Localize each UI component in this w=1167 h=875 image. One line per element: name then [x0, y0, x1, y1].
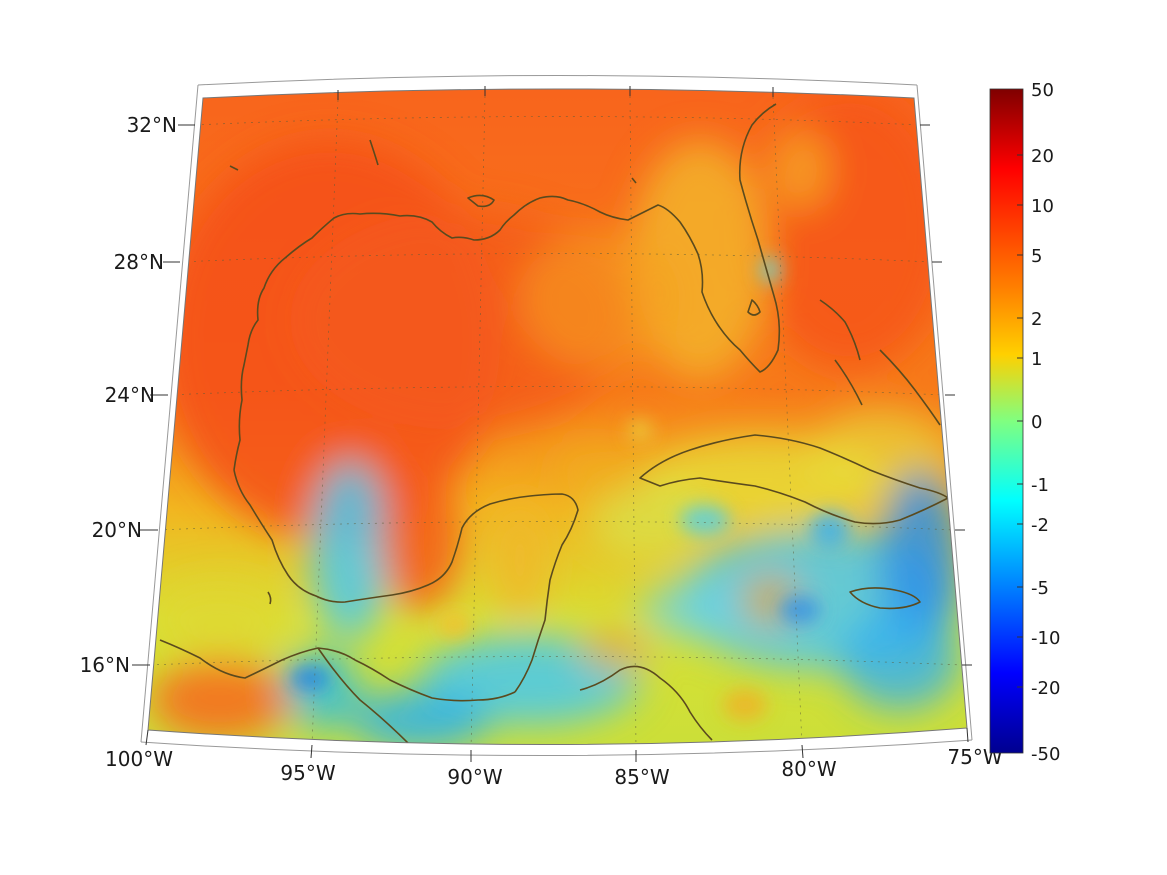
lon-label-80w: 80°W — [781, 757, 836, 781]
graticule — [149, 95, 963, 745]
axis-ticks — [132, 86, 972, 762]
colorbar-label: -50 — [1031, 744, 1060, 765]
colorbar-label: -2 — [1031, 515, 1049, 536]
colorbar-tick-labels: 50 20 10 5 2 1 0 -1 -2 -5 -10 -20 -50 — [1031, 80, 1060, 765]
map-frame — [140, 75, 973, 757]
lat-label-20n: 20°N — [92, 518, 142, 542]
colorbar-tick-marks — [1017, 154, 1023, 688]
colorbar-label: 10 — [1031, 196, 1054, 217]
colorbar-label: -1 — [1031, 475, 1049, 496]
lat-label-32n: 32°N — [127, 113, 177, 137]
colorbar-label: -5 — [1031, 578, 1049, 599]
colorbar-label: -10 — [1031, 628, 1060, 649]
colorbar: 50 20 10 5 2 1 0 -1 -2 -5 -10 -20 -50 — [989, 80, 1060, 765]
colorbar-label: 1 — [1031, 349, 1042, 370]
colorbar-label: 2 — [1031, 309, 1042, 330]
colorbar-label: -20 — [1031, 678, 1060, 699]
data-field — [148, 89, 967, 745]
latitude-labels: 32°N 28°N 24°N 20°N 16°N — [80, 113, 177, 677]
colorbar-label: 20 — [1031, 146, 1054, 167]
colorbar-label: 5 — [1031, 246, 1042, 267]
longitude-labels: 100°W 95°W 90°W 85°W 80°W 75°W — [105, 745, 1003, 789]
lat-label-28n: 28°N — [114, 250, 164, 274]
lat-label-24n: 24°N — [105, 383, 155, 407]
coastlines — [159, 103, 949, 745]
lon-label-95w: 95°W — [280, 761, 335, 785]
colorbar-label: 50 — [1031, 80, 1054, 101]
colorbar-label: 0 — [1031, 412, 1042, 433]
lat-label-16n: 16°N — [80, 653, 130, 677]
lon-label-85w: 85°W — [614, 765, 669, 789]
lon-label-90w: 90°W — [447, 765, 502, 789]
lon-label-100w: 100°W — [105, 747, 173, 771]
